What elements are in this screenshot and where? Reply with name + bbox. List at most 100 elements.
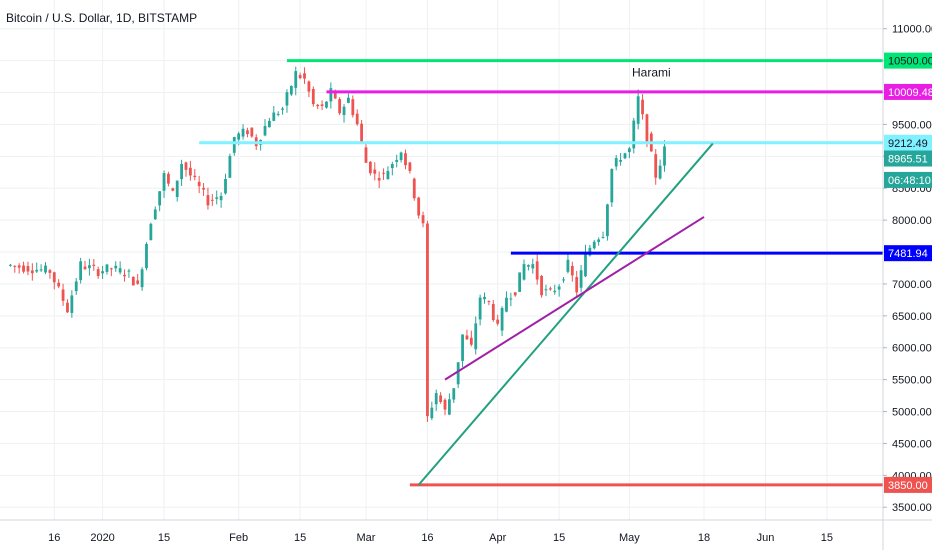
candle — [70, 290, 74, 318]
candle-body — [513, 292, 517, 296]
candle — [399, 151, 403, 163]
candle-body — [496, 319, 500, 324]
candle — [491, 300, 495, 322]
candle — [641, 94, 644, 120]
y-tick-label: 5500.00 — [892, 375, 932, 387]
candle — [351, 95, 355, 118]
candle-body — [66, 302, 69, 313]
candle-body — [645, 114, 649, 143]
candle-body — [294, 71, 298, 88]
candle-body — [404, 153, 407, 166]
candle — [364, 143, 368, 163]
candle — [377, 171, 381, 189]
candle-body — [439, 395, 443, 402]
y-tick-label: 9500.00 — [892, 119, 932, 131]
candle-body — [44, 265, 47, 273]
candle-body — [263, 125, 267, 136]
candle — [404, 149, 407, 170]
candle-body — [377, 178, 381, 181]
candle-body — [351, 99, 355, 116]
candle-body — [412, 178, 416, 199]
price-badge-label: 3850.00 — [888, 480, 928, 492]
trend-line[interactable] — [417, 142, 714, 486]
candle-body — [35, 269, 39, 272]
candle — [474, 316, 478, 355]
candle-body — [364, 147, 368, 163]
candle-body — [285, 92, 289, 106]
candle — [408, 161, 412, 174]
x-tick-label: 2020 — [90, 532, 114, 544]
candle — [83, 260, 87, 271]
candle — [52, 271, 56, 290]
trend-lines[interactable] — [417, 142, 714, 486]
candle — [478, 294, 482, 326]
candle-body — [654, 154, 658, 178]
candle — [136, 273, 140, 285]
horizontal-levels[interactable] — [199, 59, 883, 487]
candle — [395, 154, 399, 168]
grid-lines — [0, 0, 883, 520]
candle-body — [373, 169, 377, 174]
candle — [430, 401, 434, 421]
x-tick-label: Apr — [489, 532, 506, 544]
candle-body — [246, 130, 249, 135]
time-axis[interactable]: 16 2020 15 Feb 15 Mar 16 Apr 15 May 18 Jun 15 — [0, 519, 932, 544]
candle-body — [8, 264, 12, 266]
candle — [557, 284, 561, 297]
candle-body — [469, 337, 473, 345]
candle-body — [588, 247, 592, 256]
x-tick-label: 16 — [48, 532, 60, 544]
candle-body — [338, 99, 342, 114]
price-axis[interactable]: 3500.004000.004500.005000.005500.006000.… — [882, 0, 932, 550]
candle-body — [382, 172, 385, 174]
candle-body — [399, 152, 403, 161]
candle — [540, 274, 543, 298]
candle-body — [96, 269, 100, 277]
candle-body — [70, 295, 74, 313]
candle — [439, 392, 443, 404]
candle — [575, 270, 579, 299]
candle — [289, 85, 293, 97]
candle — [496, 314, 500, 326]
trend-line[interactable] — [444, 216, 705, 381]
price-badge: 7481.94 — [884, 245, 932, 262]
candle — [74, 278, 78, 295]
candle-body — [601, 236, 605, 238]
candle — [368, 161, 372, 176]
candle-body — [311, 88, 315, 105]
candle-body — [114, 265, 118, 269]
candle — [44, 262, 47, 275]
candle — [606, 203, 609, 241]
candle — [303, 67, 306, 84]
candle-body — [632, 120, 636, 149]
candle — [421, 211, 425, 228]
candle — [636, 89, 640, 130]
price-badges: 10500.00 10009.48 9212.49 7481.94 3850.00 896… — [884, 52, 932, 493]
candle-body — [88, 265, 91, 269]
candle — [522, 259, 526, 281]
price-badge-label: 9212.49 — [888, 138, 928, 150]
candle-body — [347, 97, 350, 103]
candle — [96, 266, 100, 279]
y-tick-label: 7000.00 — [892, 279, 932, 291]
candle — [153, 206, 157, 221]
candle — [210, 194, 214, 206]
candle — [487, 300, 491, 306]
candle — [298, 72, 302, 80]
candle-body — [540, 275, 543, 296]
candle — [250, 127, 254, 138]
price-badge-bg — [884, 171, 932, 188]
candle-body — [452, 388, 456, 400]
candle-body — [566, 259, 570, 272]
y-tick-label: 8000.00 — [892, 215, 932, 227]
candle — [17, 263, 21, 274]
x-tick-label: Jun — [757, 532, 775, 544]
candle — [162, 170, 166, 198]
price-badge-bg — [884, 83, 932, 100]
candle — [544, 284, 548, 297]
candle — [61, 283, 65, 306]
candle-body — [584, 252, 587, 277]
candle — [610, 168, 614, 207]
candle — [483, 292, 486, 304]
candle-body — [553, 290, 557, 293]
